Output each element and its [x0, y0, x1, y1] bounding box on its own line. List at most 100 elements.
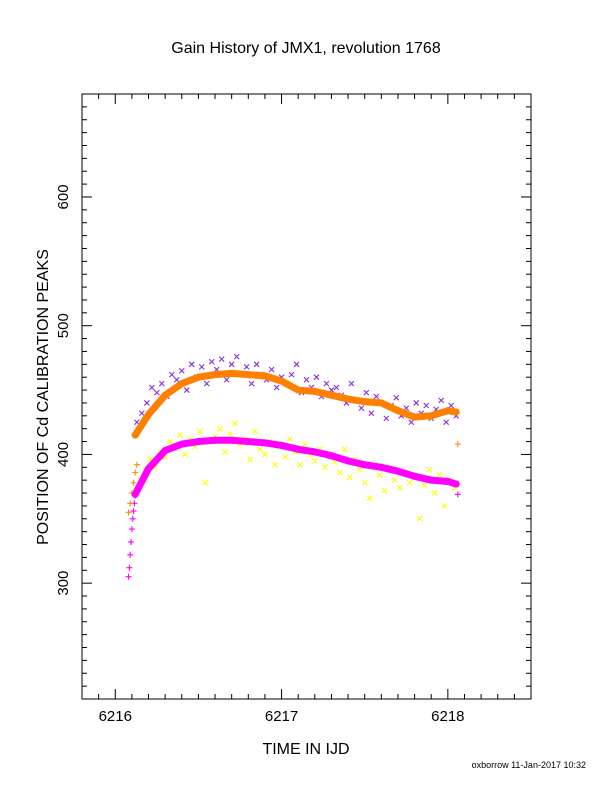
data-point [233, 353, 240, 360]
data-point [262, 451, 268, 458]
data-point [293, 361, 300, 368]
data-point [227, 430, 233, 437]
data-point [217, 425, 223, 432]
data-point [421, 482, 428, 489]
data-point [416, 515, 423, 522]
data-point [128, 538, 135, 545]
data-point [177, 432, 184, 439]
data-point [143, 400, 150, 406]
data-point [346, 474, 353, 481]
plot-frame [81, 93, 532, 700]
data-point [208, 358, 215, 365]
data-point [268, 366, 275, 373]
data-point [228, 361, 235, 368]
data-point [396, 485, 403, 491]
data-point [248, 380, 255, 387]
data-point [183, 387, 190, 393]
data-point [341, 446, 348, 453]
data-point [366, 495, 373, 502]
data-point [252, 428, 258, 435]
series-4 [131, 369, 460, 439]
data-point [408, 419, 415, 426]
data-point [132, 469, 139, 476]
data-point [288, 371, 295, 378]
data-point [126, 564, 133, 571]
data-point [383, 415, 390, 422]
data-point [223, 376, 230, 383]
data-point [376, 472, 383, 478]
data-point [431, 490, 438, 496]
data-point [178, 367, 185, 374]
data-point [438, 397, 445, 404]
data-point [188, 361, 195, 368]
data-point [348, 380, 355, 387]
data-point [153, 389, 160, 396]
data-point [128, 526, 135, 533]
data-point [202, 479, 208, 486]
data-point [313, 374, 320, 381]
data-point [127, 500, 134, 507]
data-point [130, 479, 137, 486]
data-point [454, 491, 461, 498]
data-point [406, 479, 413, 486]
data-point [423, 402, 430, 409]
x-axis-label: TIME IN IJD [262, 741, 349, 758]
data-point [333, 384, 340, 391]
data-point [448, 402, 455, 409]
data-point [198, 364, 205, 370]
data-point [391, 477, 398, 484]
data-point [168, 371, 175, 378]
x-tick-label: 6216 [99, 708, 132, 725]
chart-title: Gain History of JMX1, revolution 1768 [171, 40, 441, 57]
data-point [173, 376, 180, 383]
series-5 [131, 436, 460, 498]
data-point [138, 410, 145, 417]
y-tick-label: 500 [55, 313, 72, 338]
data-point [336, 469, 343, 476]
data-point [197, 428, 203, 435]
data-point [436, 472, 443, 478]
data-point [203, 380, 210, 387]
data-point [243, 364, 250, 370]
footer-timestamp: oxborrow 11-Jan-2017 10:32 [472, 760, 586, 770]
data-point [182, 451, 188, 458]
x-tick-label: 6218 [431, 708, 464, 725]
data-point [222, 448, 228, 455]
x-tick-label: 6217 [265, 708, 298, 725]
data-point [443, 419, 450, 426]
fit-curve-line [131, 436, 460, 498]
data-point [296, 461, 303, 468]
data-point [311, 457, 318, 464]
data-point [129, 515, 136, 522]
y-tick-label: 600 [55, 184, 72, 209]
data-point [393, 394, 400, 401]
data-point [127, 551, 134, 558]
data-point [323, 380, 330, 387]
series-2 [125, 491, 461, 580]
data-point [301, 441, 308, 448]
data-point [247, 456, 253, 463]
data-point [413, 400, 420, 406]
plot-area [125, 353, 461, 580]
data-point [363, 389, 370, 396]
data-point [321, 464, 328, 471]
y-tick-label: 400 [55, 442, 72, 467]
data-point [441, 503, 448, 509]
data-point [257, 446, 263, 453]
data-point [232, 420, 238, 427]
axes: 6216 6217 6218 300 400 500 600 [55, 94, 531, 725]
data-point [426, 466, 433, 473]
data-point [148, 384, 155, 391]
data-point [253, 361, 260, 368]
y-tick-label: 300 [55, 571, 72, 596]
fit-curve-line [131, 369, 460, 439]
data-point [454, 441, 461, 448]
series-1 [132, 420, 458, 522]
data-point [273, 384, 280, 391]
data-point [286, 436, 293, 442]
data-point [368, 410, 375, 417]
data-point [125, 509, 132, 516]
data-point [281, 454, 288, 460]
data-point [130, 508, 137, 515]
